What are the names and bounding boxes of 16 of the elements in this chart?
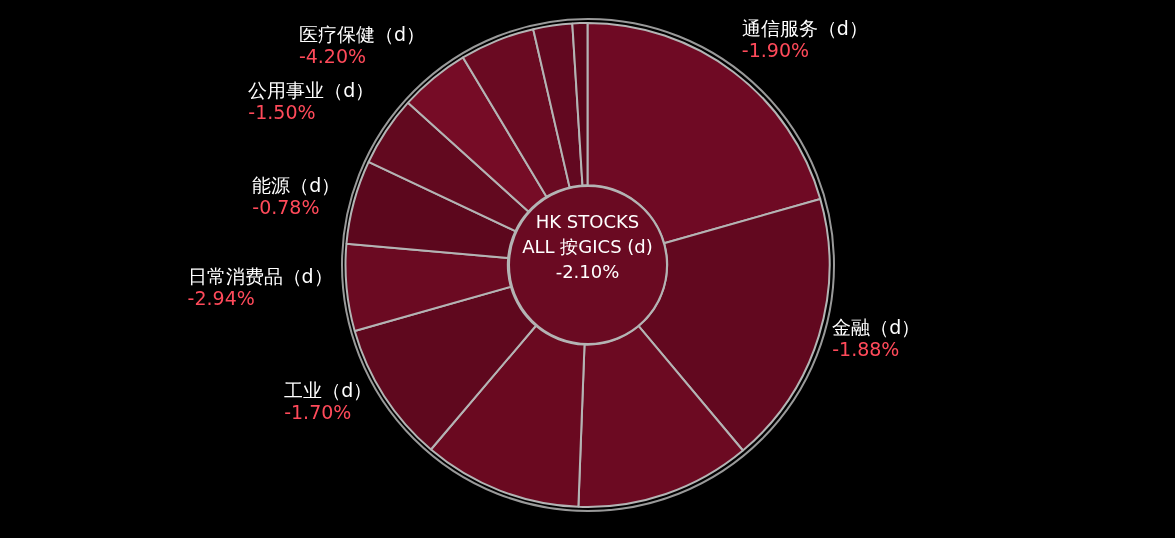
slice-label: 工业（d） — [284, 379, 373, 402]
text: -4.20% — [298, 45, 367, 68]
text: -0.78% — [252, 196, 320, 219]
slice-label: 能源（d） — [252, 174, 341, 197]
text: -2.94% — [187, 287, 255, 310]
text: -1.90% — [741, 38, 810, 61]
text: -2.10% — [554, 260, 621, 284]
slice-label: 金融（d） — [832, 316, 921, 339]
slice-label: 日常消费品（d） — [187, 265, 333, 288]
slice-label: 通信服务（d） — [741, 16, 868, 39]
text: HK STOCKS ALL 按GICS (d) — [521, 210, 654, 259]
text: -1.70% — [284, 401, 352, 424]
slice-label: 医疗保健（d） — [298, 23, 425, 46]
slice-label: 公用事业（d） — [248, 79, 375, 102]
text: -1.50% — [248, 101, 316, 124]
text: -1.88% — [832, 338, 900, 361]
